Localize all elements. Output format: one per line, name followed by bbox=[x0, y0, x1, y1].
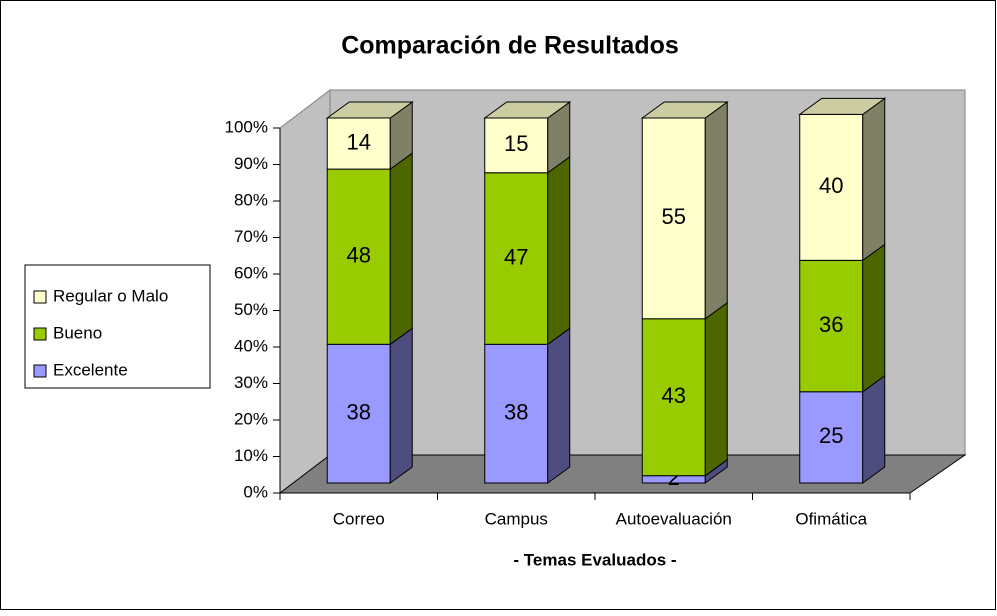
data-label: 55 bbox=[662, 204, 686, 229]
bar-top bbox=[640, 101, 729, 119]
y-tick-label: 20% bbox=[234, 409, 268, 428]
legend-label: Excelente bbox=[53, 360, 128, 379]
legend-swatch bbox=[33, 327, 47, 341]
data-label: 14 bbox=[347, 129, 371, 154]
bar-side bbox=[704, 101, 728, 320]
x-tick-label: Ofimática bbox=[795, 509, 867, 528]
side-wall bbox=[279, 88, 331, 495]
x-tick-label: Campus bbox=[485, 509, 548, 528]
bar-segment bbox=[799, 113, 864, 261]
bar-segment bbox=[641, 117, 706, 320]
y-tick-label: 100% bbox=[225, 117, 268, 136]
bar-top bbox=[798, 97, 887, 115]
y-tick-label: 50% bbox=[234, 300, 268, 319]
legend-swatch bbox=[33, 364, 47, 378]
bar-side bbox=[862, 97, 886, 262]
data-label: 36 bbox=[819, 312, 843, 337]
bar-segment bbox=[484, 172, 549, 345]
data-label: 25 bbox=[819, 423, 843, 448]
bar-segment bbox=[326, 117, 391, 170]
bar-side bbox=[862, 243, 886, 393]
legend-label: Regular o Malo bbox=[53, 286, 168, 305]
bar-side bbox=[547, 155, 571, 346]
data-label: 47 bbox=[504, 244, 528, 269]
y-tick-label: 40% bbox=[234, 336, 268, 355]
bar-top bbox=[483, 101, 572, 119]
bar-side bbox=[862, 374, 886, 484]
bar-segment bbox=[326, 168, 391, 345]
legend-swatch bbox=[33, 290, 47, 304]
x-axis-title: - Temas Evaluados - bbox=[513, 550, 676, 569]
data-label: 48 bbox=[347, 243, 371, 268]
x-tick-label: Autoevaluación bbox=[616, 509, 732, 528]
y-tick-label: 80% bbox=[234, 190, 268, 209]
bar-segment bbox=[799, 391, 864, 484]
bar-side bbox=[704, 301, 728, 477]
bar-side bbox=[389, 152, 413, 346]
chart-title: Comparación de Resultados bbox=[341, 32, 679, 60]
bar-segment bbox=[641, 318, 706, 477]
y-tick-label: 30% bbox=[234, 373, 268, 392]
y-tick-label: 90% bbox=[234, 154, 268, 173]
bar-segment bbox=[484, 343, 549, 484]
y-tick-label: 0% bbox=[243, 482, 268, 501]
bar-segment bbox=[484, 117, 549, 174]
data-label: 38 bbox=[504, 399, 528, 424]
legend-box bbox=[24, 264, 211, 389]
y-tick-label: 60% bbox=[234, 263, 268, 282]
legend-label: Bueno bbox=[53, 323, 102, 342]
bar-segment bbox=[326, 343, 391, 484]
x-tick-label: Correo bbox=[333, 509, 385, 528]
data-label: 43 bbox=[662, 383, 686, 408]
data-label: 38 bbox=[347, 399, 371, 424]
bar-side bbox=[547, 327, 571, 484]
bar-side bbox=[389, 327, 413, 484]
y-tick-label: 70% bbox=[234, 227, 268, 246]
bar-top bbox=[325, 101, 414, 119]
y-tick-label: 10% bbox=[234, 446, 268, 465]
data-label: 15 bbox=[504, 131, 528, 156]
data-label: 40 bbox=[819, 173, 843, 198]
